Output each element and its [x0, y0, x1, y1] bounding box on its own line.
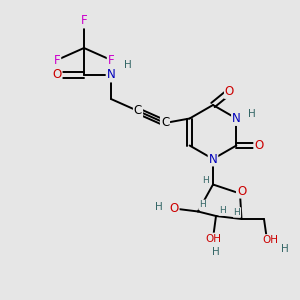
Text: H: H	[212, 247, 220, 257]
Text: H: H	[248, 109, 255, 119]
Text: O: O	[169, 202, 178, 215]
Text: F: F	[54, 53, 60, 67]
Text: OH: OH	[205, 233, 221, 244]
Text: N: N	[106, 68, 116, 82]
Text: O: O	[254, 139, 263, 152]
Text: H: H	[281, 244, 289, 254]
Text: O: O	[225, 85, 234, 98]
Text: F: F	[108, 53, 114, 67]
Text: C: C	[134, 104, 142, 118]
Text: F: F	[81, 14, 87, 28]
Text: H: H	[202, 176, 209, 185]
Text: H: H	[234, 208, 240, 217]
Text: H: H	[199, 200, 206, 209]
Text: H: H	[219, 206, 226, 215]
Text: C: C	[161, 116, 169, 130]
Text: O: O	[237, 184, 246, 198]
Text: O: O	[52, 68, 62, 82]
Text: N: N	[208, 152, 217, 166]
Text: N: N	[232, 112, 241, 125]
Text: H: H	[155, 202, 163, 212]
Text: OH: OH	[262, 235, 278, 245]
Text: H: H	[124, 59, 131, 70]
